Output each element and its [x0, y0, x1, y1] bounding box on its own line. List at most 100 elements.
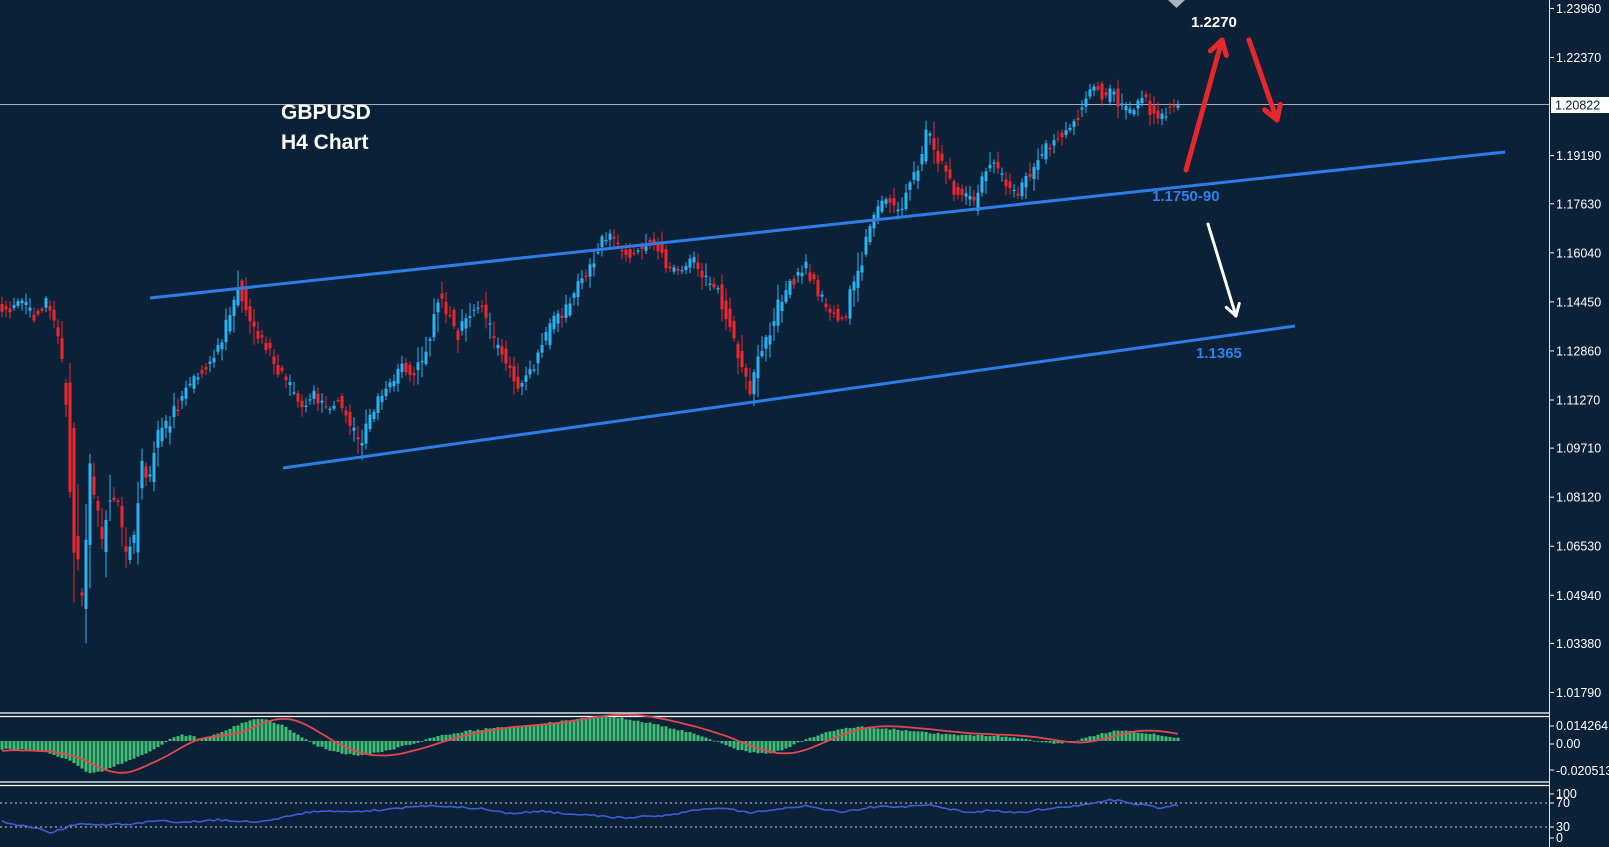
candle-body-up: [1040, 154, 1044, 156]
macd-bar: [684, 732, 688, 741]
candle-body-up: [1140, 97, 1144, 104]
macd-bar: [524, 726, 528, 741]
macd-bar: [412, 741, 416, 744]
candle-body-up: [704, 275, 708, 277]
candle-body-up: [1064, 130, 1068, 135]
candle-body-up: [304, 405, 308, 407]
price-axis[interactable]: 1.23960 1.22370 1.19190 1.17630 1.16040 1.144…: [1549, 2, 1601, 839]
candle-body-up: [1068, 127, 1072, 130]
candle-body-down: [144, 466, 148, 478]
macd-bar: [1140, 733, 1144, 741]
candle-body-up: [684, 265, 688, 270]
candle-body-down: [1116, 88, 1120, 107]
macd-bar: [20, 741, 24, 750]
macd-bar: [268, 720, 272, 741]
candle-body-down: [736, 343, 740, 359]
candle-body-down: [260, 335, 264, 338]
macd-bar: [724, 741, 728, 746]
macd-bar: [124, 741, 128, 762]
candle-body-up: [416, 362, 420, 371]
candle-body-down: [612, 236, 616, 239]
macd-bar: [1164, 736, 1168, 741]
candle-body-up: [168, 426, 172, 433]
candle-body-down: [972, 196, 976, 201]
macd-bar: [952, 734, 956, 741]
upper-channel-trendline[interactable]: [149, 150, 1506, 300]
candle-body-down: [888, 198, 892, 203]
macd-bar: [392, 741, 396, 750]
macd-bar: [896, 729, 900, 741]
candle-body-down: [624, 249, 628, 255]
macd-bar: [216, 733, 220, 741]
candle-body-up: [564, 304, 568, 318]
candle-body-down: [628, 249, 632, 258]
macd-bar: [1060, 741, 1064, 744]
macd-bar: [544, 723, 548, 741]
candle-body-up: [908, 182, 912, 190]
macd-bar: [348, 741, 352, 754]
candle-body-down: [32, 314, 36, 321]
candle-body-up: [320, 400, 324, 403]
candle-body-up: [532, 369, 536, 371]
macd-bar: [1128, 730, 1132, 741]
macd-bar: [1000, 736, 1004, 741]
candle-body-up: [44, 298, 48, 308]
candle-body-up: [184, 387, 188, 399]
candle-body-up: [848, 289, 852, 319]
candle-body-up: [156, 430, 160, 448]
candle-body-up: [692, 257, 696, 263]
macd-bar: [24, 741, 28, 751]
rsi-line: [1, 798, 1179, 834]
candle-body-up: [672, 267, 676, 272]
candle-body-up: [860, 265, 864, 273]
candle-body-up: [644, 244, 648, 251]
candle-body-down: [832, 312, 836, 314]
main-candle-pane[interactable]: [0, 79, 1549, 644]
candle-body-up: [920, 153, 924, 165]
candle-body-up: [1164, 116, 1168, 118]
macd-bar: [784, 741, 788, 749]
candle-body-up: [136, 503, 140, 553]
macd-bar: [912, 731, 916, 741]
lower-channel-trendline[interactable]: [282, 324, 1296, 470]
annotation-layer: [1183, 37, 1283, 318]
candle-body-down: [676, 268, 680, 271]
candle-body-up: [588, 264, 592, 277]
candle-body-up: [1124, 106, 1128, 111]
macd-bar: [596, 716, 600, 741]
candle-body-up: [556, 313, 560, 324]
white-arrow-down: [1206, 222, 1241, 318]
price-tick-label: 1.23960: [1556, 2, 1601, 16]
macd-bar: [80, 741, 84, 769]
macd-bar: [32, 741, 36, 752]
macd-bar: [620, 717, 624, 741]
candle-body-down: [632, 252, 636, 255]
candle-body-up: [188, 383, 192, 386]
candle-body-up: [768, 335, 772, 345]
candle-body-down: [116, 500, 120, 502]
macd-bar: [300, 737, 304, 741]
candle-body-up: [128, 546, 132, 560]
candle-body-up: [980, 176, 984, 193]
candle-body-up: [196, 377, 200, 380]
macd-bar: [600, 717, 604, 741]
macd-bar: [172, 737, 176, 741]
candle-body-up: [876, 206, 880, 220]
macd-bar: [1056, 741, 1060, 744]
candle-body-down: [72, 427, 76, 553]
candle-body-up: [232, 299, 236, 317]
candle-body-down: [344, 410, 348, 416]
candle-body-up: [1084, 98, 1088, 107]
macd-bar: [616, 718, 620, 741]
macd-bar: [656, 724, 660, 741]
candle-body-down: [740, 351, 744, 368]
candle-body-down: [120, 506, 124, 528]
macd-bar: [424, 739, 428, 741]
macd-bar: [864, 727, 868, 741]
candle-body-down: [1148, 100, 1152, 115]
candle-body-up: [424, 351, 428, 364]
price-tick-label: 1.12860: [1556, 344, 1601, 358]
macd-bar: [776, 741, 780, 751]
macd-bar: [1152, 733, 1156, 741]
